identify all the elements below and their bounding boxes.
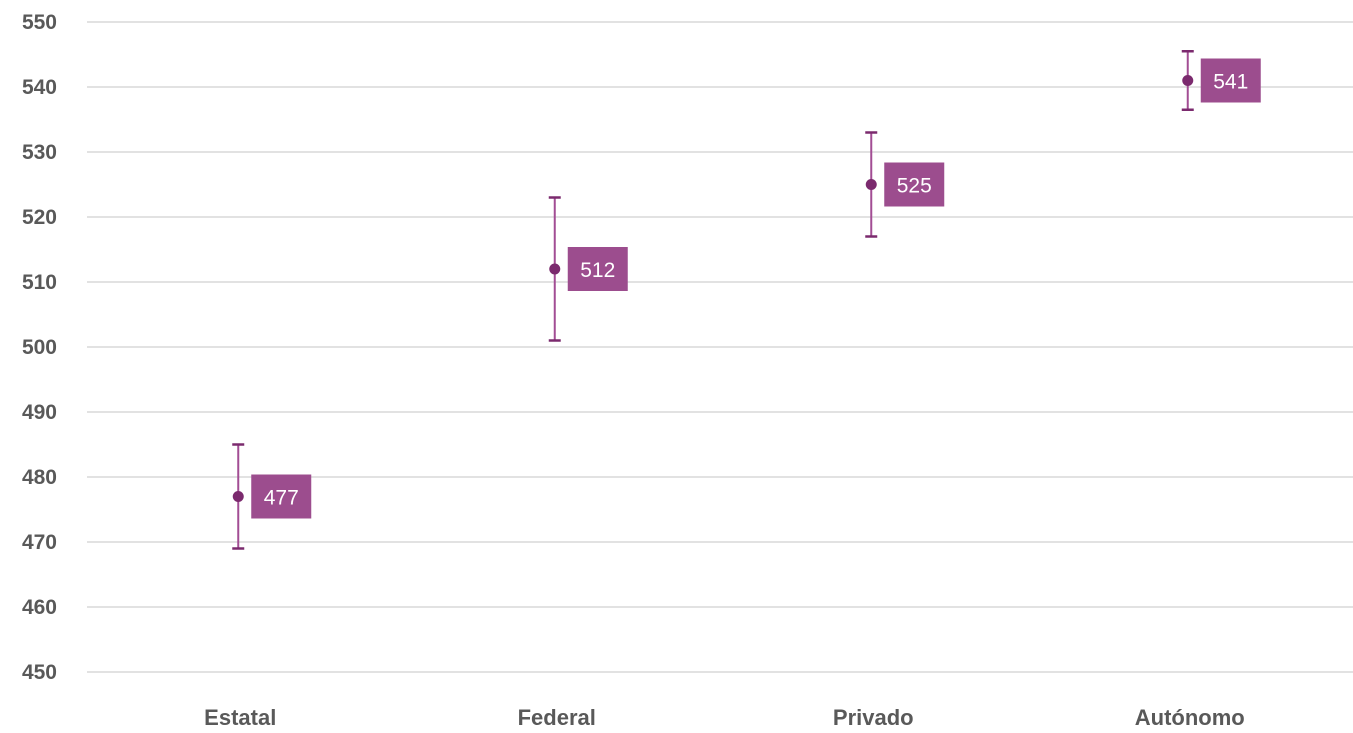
y-tick-label: 460 [22,596,57,619]
y-tick-label: 550 [22,11,57,34]
data-label: 541 [1213,71,1248,94]
x-tick-label: Autónomo [1135,705,1245,730]
x-axis-ticks: Estatal Federal Privado Autónomo [204,705,1245,730]
x-tick-label: Federal [518,705,596,730]
data-label-box [251,474,312,519]
y-tick-label: 470 [22,531,57,554]
data-label: 477 [264,487,299,510]
y-tick-label: 490 [22,401,57,424]
x-tick-label: Privado [833,705,914,730]
data-point [232,491,244,502]
y-tick-label: 530 [22,141,57,164]
y-tick-label: 520 [22,206,57,229]
y-tick-label: 450 [22,661,57,684]
data-point [865,179,877,190]
x-tick-label: Estatal [204,705,276,730]
data-label-box [1200,58,1261,103]
data-label: 512 [580,259,615,282]
y-tick-label: 500 [22,336,57,359]
gridlines [87,21,1353,673]
data-series: 477 512 525 541 [232,50,1261,550]
data-label-box [567,247,628,291]
data-point [549,263,561,275]
y-axis-ticks: 450 460 470 480 490 500 510 520 530 540 550 [22,11,57,684]
y-tick-label: 510 [22,271,57,294]
y-tick-label: 480 [22,466,57,489]
data-label: 525 [897,175,932,198]
y-tick-label: 540 [22,76,57,99]
data-point [1182,75,1194,86]
data-label-box [884,162,945,207]
